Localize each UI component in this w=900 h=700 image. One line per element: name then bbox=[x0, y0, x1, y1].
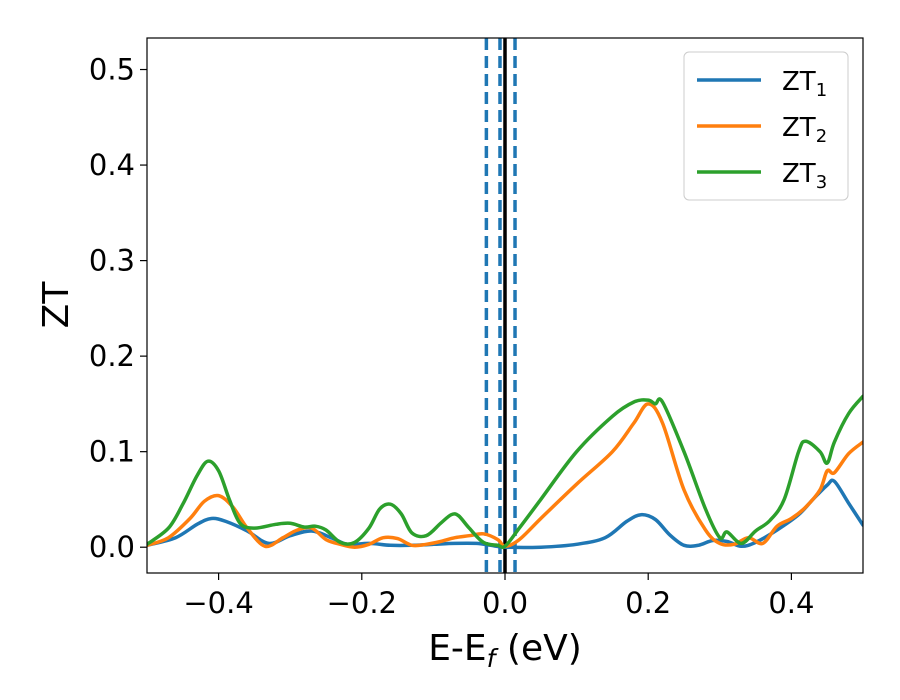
x-tick-label: −0.2 bbox=[327, 586, 397, 620]
x-tick-label: 0.4 bbox=[768, 586, 814, 620]
y-tick-label: 0.3 bbox=[89, 244, 135, 278]
y-tick-label: 0.2 bbox=[89, 339, 135, 373]
x-tick-label: 0.0 bbox=[482, 586, 528, 620]
series-line-zt2 bbox=[147, 402, 863, 549]
x-axis: −0.4 −0.2 0.0 0.2 0.4 bbox=[183, 573, 814, 620]
y-axis: 0.0 0.1 0.2 0.3 0.4 0.5 bbox=[89, 53, 147, 564]
x-tick-label: 0.2 bbox=[625, 586, 671, 620]
series-line-zt3 bbox=[147, 394, 863, 550]
legend-label-zt1: ZT1 bbox=[782, 67, 827, 101]
y-tick-label: 0.4 bbox=[89, 148, 135, 182]
y-axis-title: ZT bbox=[36, 281, 77, 329]
legend-label-zt3: ZT3 bbox=[782, 159, 827, 193]
legend-box bbox=[683, 51, 849, 201]
y-tick-label: 0.0 bbox=[89, 530, 135, 564]
x-tick-label: −0.4 bbox=[183, 586, 253, 620]
series-lines bbox=[147, 394, 863, 550]
y-tick-label: 0.1 bbox=[89, 435, 135, 469]
fermi-level-markers bbox=[484, 38, 517, 573]
legend-label-zt2: ZT2 bbox=[782, 113, 827, 147]
x-axis-title: E-Ef (eV) bbox=[428, 628, 582, 673]
y-tick-label: 0.5 bbox=[89, 53, 135, 87]
legend: ZT1 ZT2 ZT3 bbox=[683, 51, 849, 201]
